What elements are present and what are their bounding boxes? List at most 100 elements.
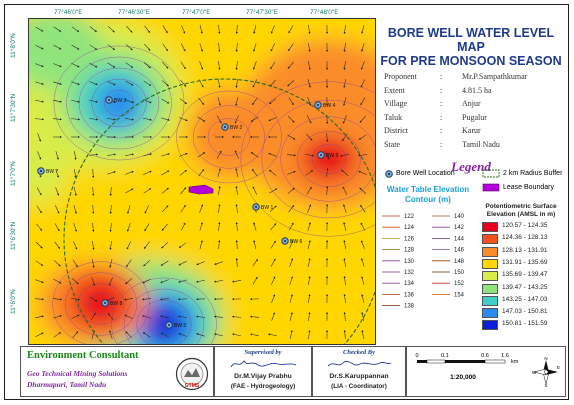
flow-arrow (343, 329, 346, 340)
flow-arrow (269, 169, 277, 176)
info-label: Extent (384, 85, 405, 95)
south-letter: S (544, 383, 547, 387)
flow-arrow (361, 25, 365, 34)
bore-well-marker[interactable]: BW 2 (221, 123, 243, 131)
info-value: Anjur (462, 99, 481, 109)
flow-arrow (235, 24, 238, 35)
flow-arrow (360, 222, 366, 231)
bore-well-marker[interactable]: BW 9 (317, 151, 339, 159)
flow-arrow (53, 260, 61, 267)
scale-ratio: 1:20,000 (450, 374, 476, 381)
flow-arrow (286, 154, 297, 157)
flow-arrow (270, 223, 277, 231)
top-coordinate-label: 77°46'30"E (118, 9, 151, 16)
flow-arrow (88, 153, 99, 156)
bore-well-marker[interactable]: BW 5 (165, 321, 187, 329)
flow-arrow (214, 333, 223, 337)
flow-arrow (343, 239, 347, 249)
consultant-heading: Environment Consultant (27, 350, 139, 361)
flow-arrow (71, 44, 80, 50)
info-label: Proponent (384, 72, 417, 81)
flow-arrow (218, 61, 221, 71)
flow-arrow (53, 26, 62, 32)
bore-well-marker[interactable]: BW 6 (281, 237, 303, 245)
flow-arrow (252, 79, 257, 88)
flow-arrow (307, 61, 311, 70)
flow-arrow (109, 186, 112, 197)
flow-arrow (70, 118, 81, 121)
flow-arrow (270, 25, 275, 34)
flow-arrow (126, 223, 131, 232)
flow-arrow (143, 80, 152, 86)
flow-arrow (234, 115, 239, 124)
flow-arrow (71, 297, 81, 301)
bore-well-marker[interactable]: BW 4 (314, 101, 336, 109)
flow-arrow (52, 298, 63, 301)
flow-arrow (361, 329, 365, 339)
bore-well-marker[interactable]: BW 8 (101, 299, 123, 307)
flow-arrow (199, 25, 203, 34)
scale-tick: 0 (415, 353, 418, 359)
flow-arrow (235, 42, 238, 53)
contour-legend-value: 154 (454, 292, 465, 298)
flow-arrow (359, 115, 366, 123)
lease-boundary (188, 184, 214, 195)
bore-well-marker[interactable]: BW 3 (105, 96, 127, 104)
flow-arrow (179, 98, 188, 105)
elevation-class-row: 143.25 - 147.03 (482, 295, 564, 306)
flow-arrow (343, 24, 346, 35)
flow-arrow (91, 259, 95, 269)
buffer-circle (63, 78, 375, 344)
flow-arrow (305, 170, 314, 176)
scale-tick: 1.6 (501, 353, 509, 359)
bore-well-marker[interactable]: BW 7 (37, 167, 59, 175)
flow-arrow (326, 132, 329, 143)
flow-arrow (89, 26, 97, 33)
flow-arrow (124, 314, 133, 319)
scale-tick: 0.6 (481, 353, 489, 359)
checked-heading: Checked By (343, 349, 375, 356)
elevation-swatch (482, 246, 498, 257)
info-label: State (384, 139, 400, 149)
elevation-class-label: 150.81 - 151.59 (502, 320, 548, 328)
flow-arrow (287, 61, 294, 69)
flow-arrow (360, 204, 366, 213)
flow-arrow (35, 315, 44, 319)
flow-arrow (143, 241, 150, 250)
flow-arrow (162, 43, 168, 52)
flow-arrow (53, 63, 62, 68)
flow-arrow (54, 223, 60, 232)
flow-arrow (307, 204, 312, 213)
info-value: 4.81.5 ha (462, 85, 492, 95)
elevation-class-label: 147.03 - 150.81 (502, 308, 548, 316)
bore-well-legend-label: Bore Well Location (396, 170, 455, 177)
flow-arrow (142, 315, 151, 319)
contour-legend-value: 144 (454, 236, 465, 242)
flow-arrow (324, 151, 330, 160)
flow-arrow (216, 150, 222, 159)
bore-well-marker[interactable]: BW 1 (252, 203, 274, 211)
flow-arrow (269, 79, 276, 87)
flow-arrow (53, 44, 62, 50)
flow-arrow (287, 134, 296, 140)
flow-arrow (73, 241, 78, 250)
elevation-class-row: 120.57 - 124.35 (482, 221, 564, 232)
north-letter: N (544, 357, 547, 361)
contour-legend-value: 128 (404, 248, 415, 254)
flow-arrow (306, 186, 312, 195)
scale-box: 0 0.1 0.6 1.6 km 1:20,000 N W E S (406, 346, 566, 397)
bore-well-label: BW 3 (114, 98, 126, 104)
bore-well-dot (316, 103, 320, 107)
flow-arrow (361, 258, 365, 267)
flow-arrow (218, 42, 221, 53)
lease-legend-label: Lease Boundary (503, 184, 554, 191)
flow-arrow (36, 205, 42, 214)
flow-arrow (218, 185, 221, 195)
flow-arrow (107, 26, 115, 33)
flow-arrow (216, 115, 222, 124)
flow-arrow (269, 188, 278, 194)
flow-arrow (218, 203, 221, 213)
flow-arrow (343, 61, 346, 71)
flow-arrow (234, 150, 239, 159)
flow-arrow (343, 257, 346, 267)
